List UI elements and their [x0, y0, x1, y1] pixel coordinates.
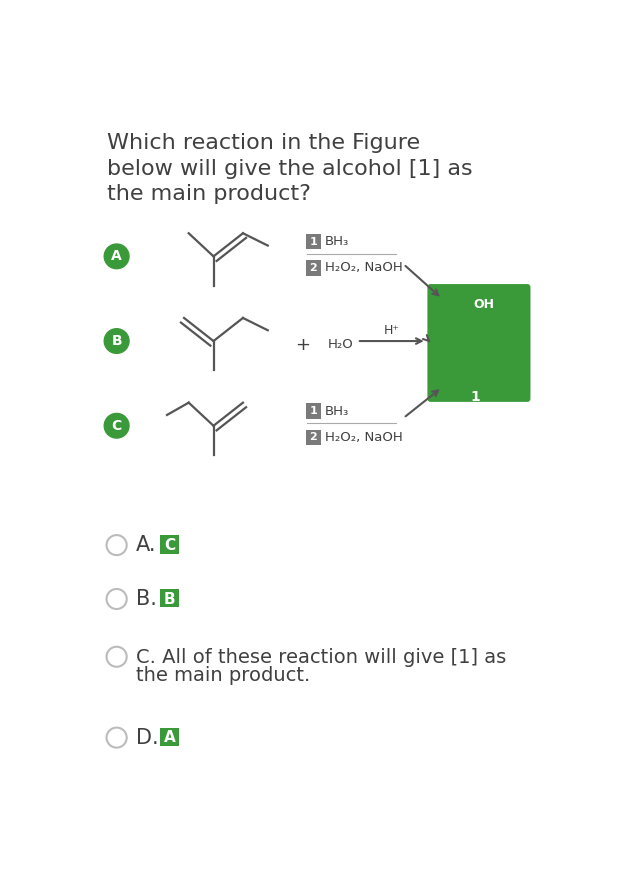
Text: +: +	[295, 336, 310, 354]
Text: B: B	[112, 334, 122, 348]
FancyBboxPatch shape	[306, 404, 321, 419]
Text: 2: 2	[310, 432, 317, 442]
Text: 1: 1	[310, 406, 317, 416]
Text: 1: 1	[310, 236, 317, 247]
Text: BH₃: BH₃	[325, 404, 350, 418]
Text: C: C	[164, 537, 175, 552]
Circle shape	[104, 328, 129, 353]
FancyBboxPatch shape	[306, 260, 321, 275]
Text: BH₃: BH₃	[325, 235, 350, 248]
Text: H₂O: H₂O	[328, 338, 353, 351]
Text: H₂O₂, NaOH: H₂O₂, NaOH	[325, 261, 403, 274]
Text: the main product.: the main product.	[136, 666, 310, 685]
FancyBboxPatch shape	[160, 535, 179, 554]
Text: below will give the alcohol [1] as: below will give the alcohol [1] as	[107, 158, 473, 179]
FancyBboxPatch shape	[306, 234, 321, 250]
Circle shape	[104, 244, 129, 269]
Circle shape	[104, 413, 129, 438]
Text: B: B	[163, 591, 175, 606]
Text: C. All of these reaction will give [1] as: C. All of these reaction will give [1] a…	[136, 648, 506, 666]
FancyBboxPatch shape	[160, 727, 179, 746]
FancyBboxPatch shape	[160, 589, 179, 607]
Text: OH: OH	[474, 298, 495, 311]
Text: B.: B.	[136, 589, 157, 609]
Text: 2: 2	[310, 263, 317, 273]
FancyBboxPatch shape	[306, 429, 321, 445]
Text: the main product?: the main product?	[107, 184, 312, 204]
Text: H₂O₂, NaOH: H₂O₂, NaOH	[325, 431, 403, 443]
FancyBboxPatch shape	[427, 284, 530, 402]
Text: A: A	[163, 730, 175, 745]
Text: A.: A.	[136, 535, 156, 555]
Text: H⁺: H⁺	[384, 324, 400, 337]
Text: C: C	[112, 419, 121, 433]
Text: Which reaction in the Figure: Which reaction in the Figure	[107, 133, 421, 153]
Text: 1: 1	[470, 390, 480, 404]
Text: A: A	[112, 250, 122, 264]
Text: D.: D.	[136, 727, 159, 748]
